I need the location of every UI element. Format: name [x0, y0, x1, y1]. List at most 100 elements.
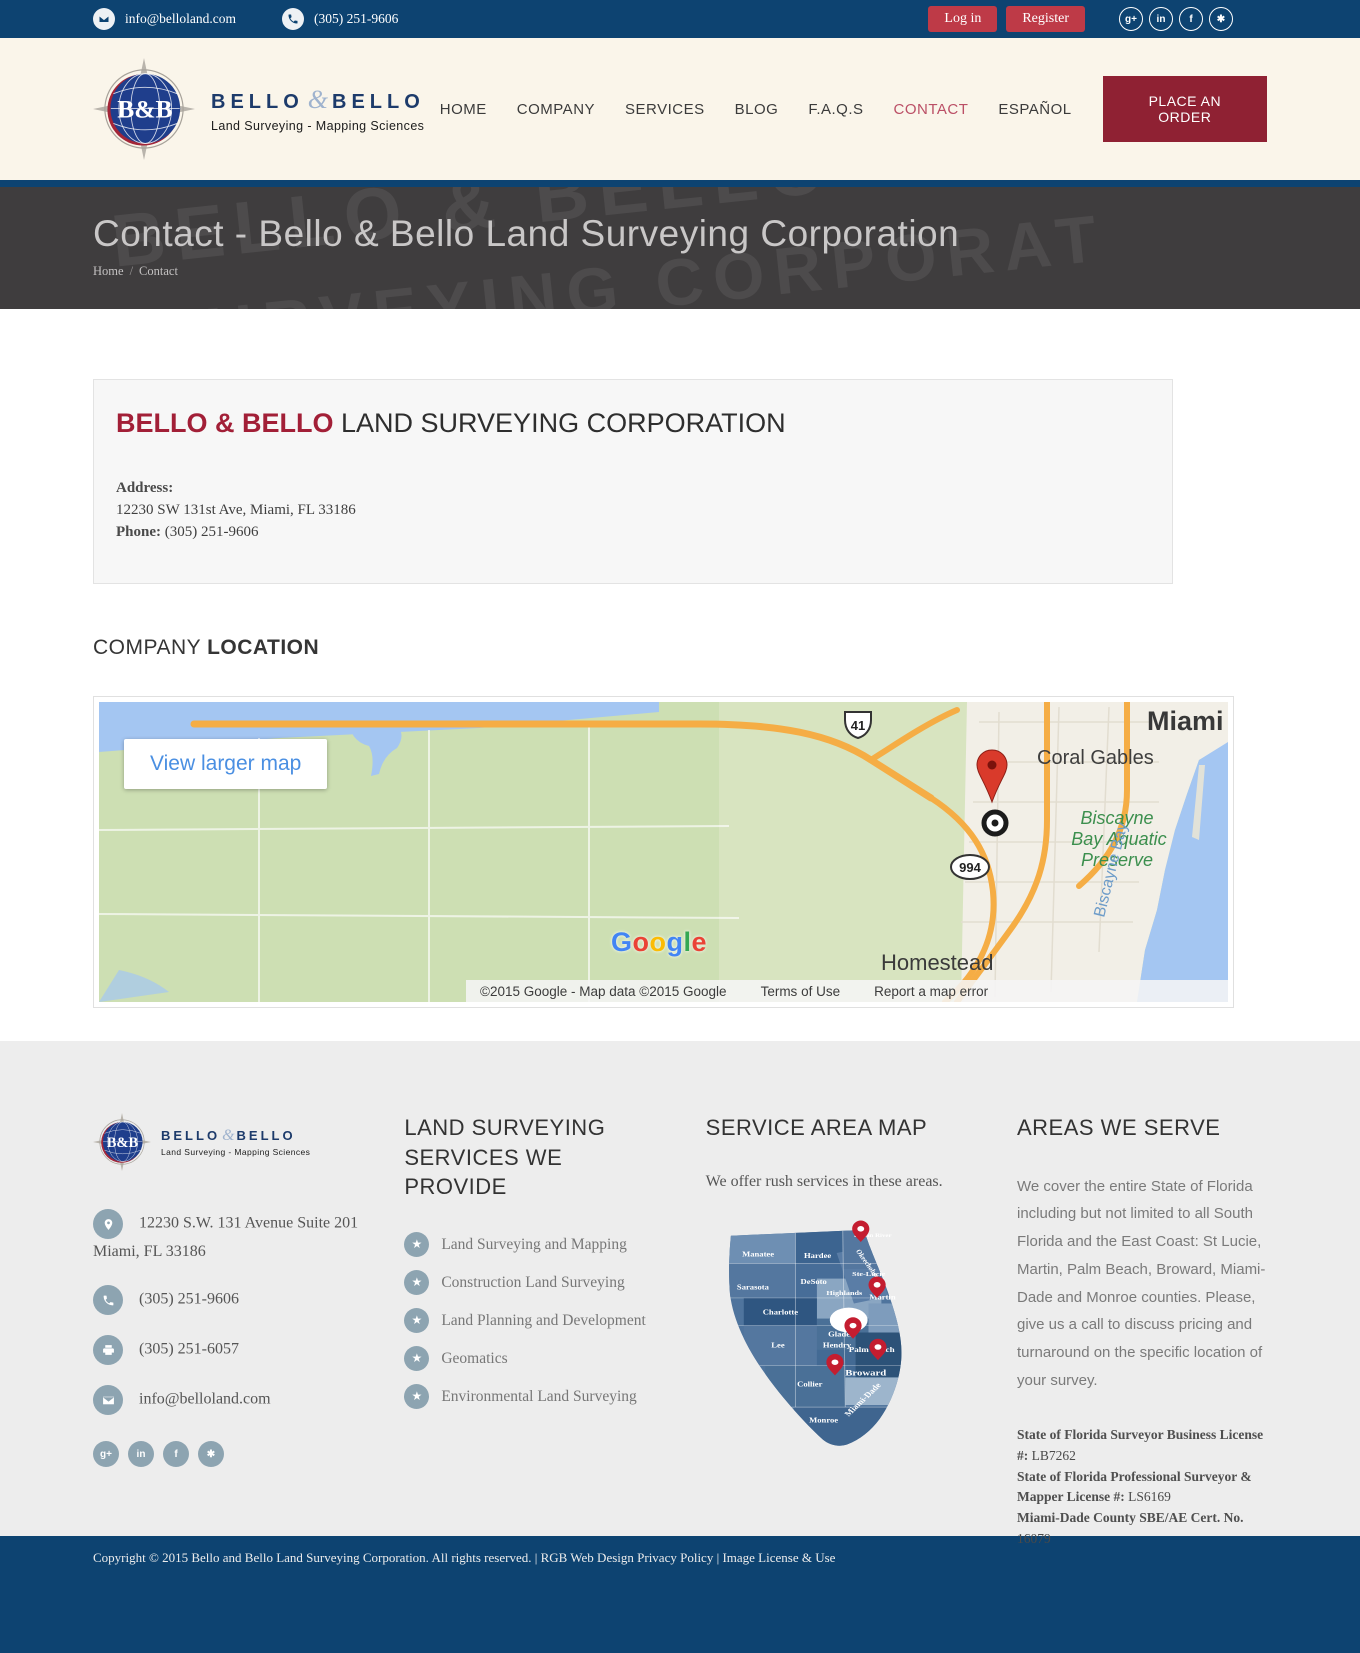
view-larger-map-link[interactable]: View larger map — [124, 739, 328, 789]
map-roads — [190, 702, 1130, 1002]
topbar-email-text: info@belloland.com — [125, 11, 237, 26]
breadcrumb-home-link[interactable]: Home — [93, 264, 124, 278]
site-header: B&B BELLO & BELLO Land Surveying - Mapping… — [0, 38, 1360, 180]
nav-contact[interactable]: CONTACT — [893, 100, 969, 118]
nav-espanol[interactable]: ESPAÑOL — [998, 100, 1072, 118]
google-map[interactable]: 41 994 Miami Coral Gables — [99, 702, 1228, 1002]
facebook-icon[interactable]: f — [163, 1441, 189, 1467]
phone-icon — [93, 1285, 123, 1315]
svg-text:Manatee: Manatee — [742, 1250, 775, 1258]
report-map-error-link[interactable]: Report a map error — [874, 983, 989, 999]
terms-of-use-link[interactable]: Terms of Use — [760, 983, 841, 999]
service-item[interactable]: ★ Construction Land Surveying — [404, 1270, 686, 1296]
address-value: 12230 SW 131st Ave, Miami, FL 33186 — [116, 502, 356, 518]
svg-text:Preserve: Preserve — [1081, 850, 1153, 870]
phone-label: Phone: — [116, 524, 161, 540]
brand-ampersand: & — [307, 85, 329, 114]
main-content: BELLO & BELLO LAND SURVEYING CORPORATION… — [0, 379, 1360, 1041]
breadcrumb: Home / Contact — [93, 264, 1267, 279]
nav-faqs[interactable]: F.A.Q.S — [808, 100, 864, 118]
service-area-pins — [826, 1220, 887, 1376]
topbar-email[interactable]: info@belloland.com — [93, 8, 236, 30]
fax-printer-icon — [93, 1335, 123, 1365]
facebook-icon[interactable]: f — [1179, 7, 1203, 31]
globe-logo-icon: B&B — [93, 58, 195, 160]
map-pin-icon[interactable] — [976, 749, 1008, 804]
service-item[interactable]: ★ Geomatics — [404, 1346, 686, 1372]
nav-company[interactable]: COMPANY — [516, 100, 596, 118]
svg-text:Martin: Martin — [869, 1293, 896, 1301]
top-bar: info@belloland.com (305) 251-9606 Log in… — [0, 0, 1360, 38]
topbar-social: g+ in f ✱ — [1113, 7, 1233, 31]
svg-text:B&B: B&B — [107, 1135, 139, 1151]
bottom-bar: Copyright © 2015 Bello and Bello Land Su… — [0, 1536, 1360, 1653]
main-nav: HOME COMPANY SERVICES BLOG F.A.Q.S CONTA… — [425, 76, 1267, 142]
logo[interactable]: B&B BELLO & BELLO Land Surveying - Mapping… — [93, 58, 425, 160]
google-logo[interactable]: Google — [611, 927, 708, 957]
map-label-miami: Miami — [1147, 706, 1224, 736]
map-attribution: ©2015 Google - Map data ©2015 Google Ter… — [466, 980, 1228, 1002]
svg-text:Broward: Broward — [845, 1368, 887, 1378]
login-button[interactable]: Log in — [928, 6, 998, 32]
svg-text:Collier: Collier — [797, 1380, 823, 1388]
banner-watermark-3: LB No. 70 — [298, 303, 540, 309]
nav-blog[interactable]: BLOG — [734, 100, 779, 118]
google-plus-icon[interactable]: g+ — [93, 1441, 119, 1467]
svg-text:Charlotte: Charlotte — [762, 1308, 798, 1316]
rgb-web-design-link[interactable]: RGB Web Design — [540, 1550, 634, 1565]
footer-phone: (305) 251-9606 — [93, 1285, 385, 1315]
breadcrumb-current: Contact — [139, 264, 178, 278]
footer-email[interactable]: info@belloland.com — [93, 1385, 385, 1415]
company-location-heading: COMPANY LOCATION — [93, 636, 320, 659]
svg-text:Glades: Glades — [828, 1330, 853, 1338]
email-icon — [93, 1385, 123, 1415]
svg-text:Sarasota: Sarasota — [737, 1283, 769, 1291]
image-license-link[interactable]: Image License & Use — [722, 1550, 836, 1565]
brand-word-2: BELLO — [332, 91, 425, 113]
star-icon: ★ — [404, 1270, 430, 1296]
nav-services[interactable]: SERVICES — [625, 100, 705, 118]
star-icon: ★ — [404, 1346, 430, 1372]
company-info-card: BELLO & BELLO LAND SURVEYING CORPORATION… — [93, 379, 1173, 584]
header-divider — [0, 180, 1360, 187]
place-order-button[interactable]: PLACE AN ORDER — [1102, 76, 1267, 142]
service-item[interactable]: ★ Land Surveying and Mapping — [404, 1232, 686, 1258]
footer-fax: (305) 251-6057 — [93, 1335, 385, 1365]
service-item[interactable]: ★ Land Planning and Development — [404, 1308, 686, 1334]
page-banner: BELLO & BELLO SURVEYING CORPORAT LB No. … — [0, 187, 1360, 309]
footer-address: 12230 S.W. 131 Avenue Suite 201 Miami, F… — [93, 1209, 385, 1265]
map-target-marker — [981, 809, 1009, 837]
footer: B&B BELLO & BELLO Land Surveying - Mapping… — [0, 1041, 1360, 1546]
yelp-icon[interactable]: ✱ — [1209, 7, 1233, 31]
email-icon — [93, 8, 115, 30]
google-map-container: 41 994 Miami Coral Gables — [93, 696, 1234, 1008]
copyright-text: Copyright © 2015 Bello and Bello Land Su… — [93, 1550, 538, 1565]
route-994-shield: 994 — [950, 854, 990, 880]
areas-text: We cover the entire State of Florida inc… — [1016, 1177, 1266, 1389]
footer-service-area-column: SERVICE AREA MAP We offer rush services … — [706, 1113, 998, 1536]
svg-text:Highlands: Highlands — [826, 1289, 862, 1297]
topbar-phone-text: (305) 251-9606 — [314, 11, 399, 26]
services-heading: LAND SURVEYING SERVICES WE PROVIDE — [404, 1115, 606, 1200]
company-name-brand: BELLO & BELLO — [116, 408, 334, 438]
map-label-preserve: Biscayne Bay Aquatic Preserve — [1071, 808, 1166, 870]
company-name-rest: LAND SURVEYING CORPORATION — [333, 408, 786, 438]
service-item[interactable]: ★ Environmental Land Surveying — [404, 1384, 686, 1410]
footer-logo[interactable]: B&B BELLO & BELLO Land Surveying - Mapping… — [93, 1113, 385, 1171]
register-button[interactable]: Register — [1006, 6, 1085, 32]
svg-text:Lee: Lee — [771, 1341, 785, 1349]
star-icon: ★ — [404, 1308, 430, 1334]
svg-text:DeSoto: DeSoto — [800, 1278, 826, 1286]
florida-service-area-map: Manatee Hardee Sarasota DeSoto Highlands… — [728, 1220, 902, 1446]
privacy-policy-link[interactable]: Privacy Policy — [637, 1550, 714, 1565]
company-name-heading: BELLO & BELLO LAND SURVEYING CORPORATION — [116, 408, 1150, 439]
linkedin-icon[interactable]: in — [128, 1441, 154, 1467]
linkedin-icon[interactable]: in — [1149, 7, 1173, 31]
topbar-phone[interactable]: (305) 251-9606 — [282, 8, 398, 30]
yelp-icon[interactable]: ✱ — [198, 1441, 224, 1467]
nav-home[interactable]: HOME — [439, 100, 487, 118]
google-plus-icon[interactable]: g+ — [1119, 7, 1143, 31]
footer-social: g+ in f ✱ — [93, 1441, 385, 1467]
service-area-heading: SERVICE AREA MAP — [705, 1115, 928, 1140]
star-icon: ★ — [404, 1232, 430, 1258]
